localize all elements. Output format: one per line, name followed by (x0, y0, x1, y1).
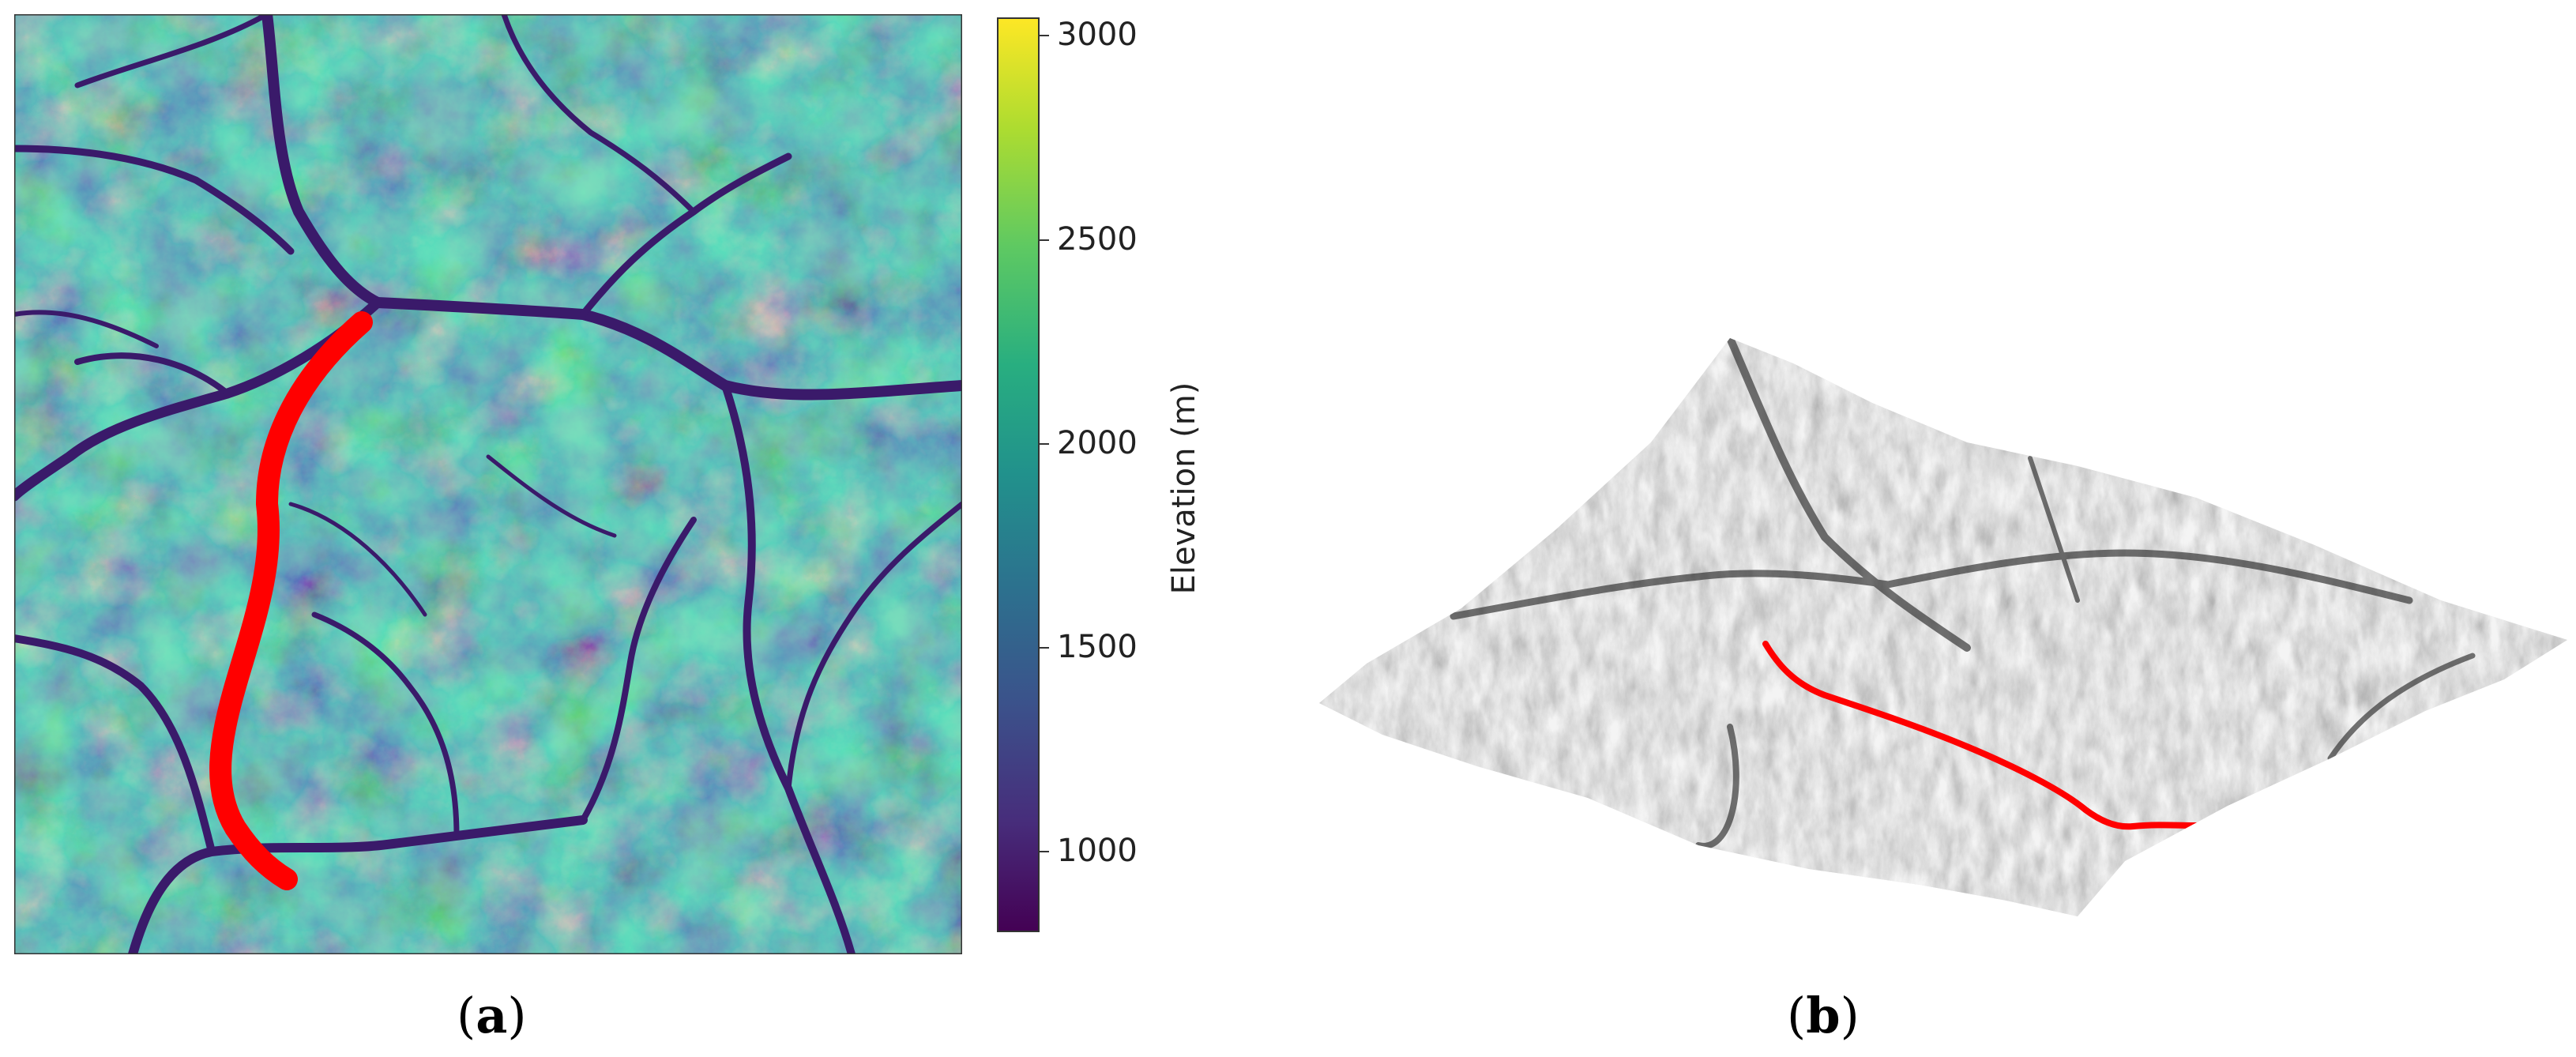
colorbar-tick-label: 2500 (1057, 221, 1138, 258)
elevation-map (14, 14, 962, 954)
route-overlay-3d (1762, 641, 2203, 830)
colorbar-tick-1500 (1040, 647, 1049, 649)
colorbar-label: Elevation (m) (1166, 382, 1202, 595)
colorbar-tick-label: 1500 (1057, 629, 1138, 665)
river-network (14, 14, 962, 954)
colorbar-tick-label: 3000 (1057, 17, 1138, 53)
colorbar-tick-2000 (1040, 443, 1049, 445)
colorbar-tick-1000 (1040, 851, 1049, 852)
panel-label-b: (b) (1787, 987, 1860, 1044)
colorbar-tick-label: 2000 (1057, 425, 1138, 461)
colorbar-tick-2500 (1040, 239, 1049, 241)
colorbar (997, 17, 1040, 932)
terrain-3d-surface (1319, 338, 2567, 916)
colorbar-tick-label: 1000 (1057, 833, 1138, 869)
route-overlay (209, 311, 373, 890)
colorbar-tick-3000 (1040, 35, 1049, 36)
panel-label-a: (a) (457, 987, 527, 1044)
